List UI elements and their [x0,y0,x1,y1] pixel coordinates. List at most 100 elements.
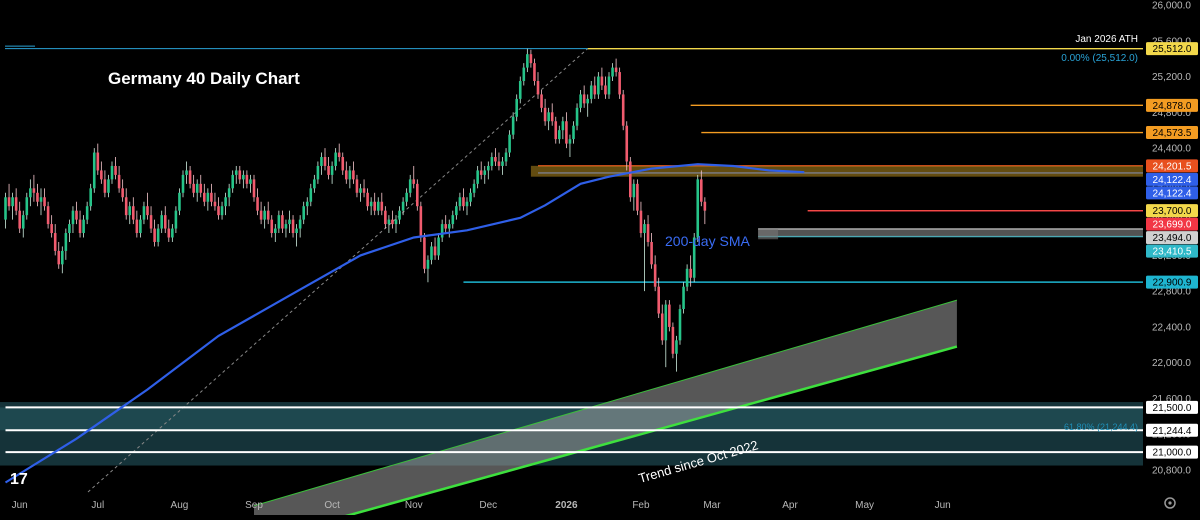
price-tag [1146,172,1198,186]
candle-body [586,98,589,104]
gear-icon [1164,497,1176,509]
candle-body [341,157,345,171]
candle-body [632,183,636,198]
price-tag [1146,42,1198,56]
candle-body [327,165,330,175]
price-tag [1146,445,1198,459]
candle-body [89,188,92,207]
candle-body [227,188,231,198]
candle-body [298,219,302,229]
candle-body [494,157,497,162]
candle-body [46,206,50,225]
candle-body [245,174,249,184]
candle-body [92,152,96,189]
y-tick-label: 25,200.0 [1152,72,1191,83]
candle-body [18,210,21,229]
candle-body [611,67,614,77]
tradingview-logo[interactable]: 17 [10,471,28,488]
y-tick-label: 22,000.0 [1152,358,1191,369]
price-tag [1146,126,1198,140]
candle-body [511,116,515,135]
x-tick-label: Aug [171,500,189,511]
candle-body [100,170,103,180]
price-tag [1146,423,1198,437]
candle-body [675,340,678,354]
price-tag-label: 24,122.4 [1153,188,1192,199]
candle-body [533,63,536,82]
candle-body [614,67,618,73]
candle-body [213,201,217,207]
price-tag [1146,217,1198,231]
candle-body [288,219,291,225]
candle-body [75,210,78,220]
candle-body [110,165,114,180]
candle-body [323,157,327,166]
candle-body [96,152,100,171]
candle-body [359,188,362,193]
ath-label: Jan 2026 ATH [1075,34,1138,45]
candle-body [29,188,32,198]
candle-body [664,304,668,341]
chart-title: Germany 40 Daily Chart [108,69,300,88]
candle-body [465,201,469,207]
candle-body [139,219,142,234]
candle-body [636,183,639,211]
candle-body [522,67,526,82]
resistance-zone [530,165,1143,177]
candle-body [508,134,511,153]
price-tag-label: 24,201.5 [1153,161,1192,172]
settings-button[interactable] [1164,497,1176,509]
price-tag-label: 24,573.5 [1153,128,1192,139]
price-tag [1146,186,1198,200]
candle-body [391,219,394,225]
candle-body [646,224,650,242]
price-tag [1146,275,1198,289]
price-tag-label: 22,900.9 [1153,278,1192,289]
candle-body [103,179,107,193]
candle-body [696,179,700,238]
candle-body [430,246,433,260]
candle-body [447,224,451,229]
candle-body [487,165,490,171]
candle-body [568,139,572,144]
candle-body [408,179,412,193]
candle-body [210,192,213,202]
candle-body [284,224,288,229]
candle-body [32,188,36,193]
candle-body [440,224,444,238]
candle-body [25,197,29,216]
candle-body [398,210,401,220]
candle-body [703,201,707,211]
candle-body [565,121,568,144]
candle-body [455,206,458,216]
candle-body [295,228,298,234]
x-tick-label: May [855,500,874,511]
candle-body [277,215,281,229]
candle-body [618,72,621,95]
candle-body [345,170,348,180]
candle-body [547,112,550,122]
candle-body [206,192,210,202]
candle-body [203,192,206,202]
candle-body [220,206,224,216]
candle-body [639,210,643,234]
candle-body [380,201,384,211]
candle-body [316,165,320,180]
candle-body [78,219,82,234]
candle-body [554,121,558,140]
price-tag [1146,159,1198,173]
candle-body [309,188,313,202]
candle-body [394,219,398,225]
candle-body [160,215,163,229]
candle-body [501,161,504,166]
trend-channel-layer [253,299,958,520]
trend-channel-upper [253,299,958,507]
y-tick-label: 25,600.0 [1152,36,1191,47]
candle-body [192,183,195,193]
candle-body [458,197,462,207]
candle-body [629,161,632,198]
price-tag-label: 21,244.4 [1153,426,1192,437]
candle-body [604,85,607,95]
candle-body [185,170,188,175]
